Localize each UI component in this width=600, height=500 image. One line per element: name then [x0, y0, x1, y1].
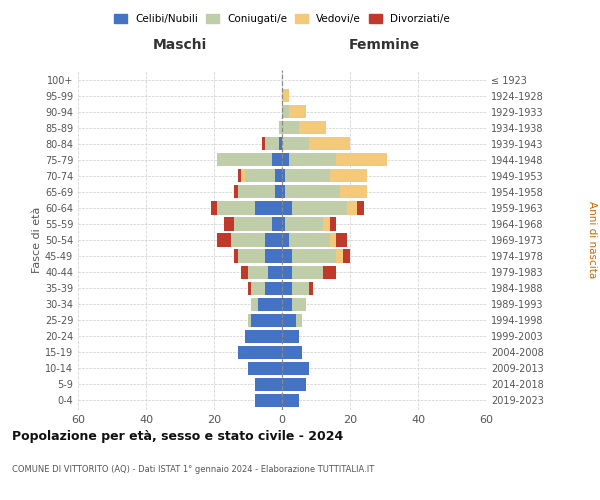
Y-axis label: Fasce di età: Fasce di età [32, 207, 42, 273]
Bar [296, 314, 302, 327]
Bar [248, 266, 268, 278]
Bar [238, 346, 282, 359]
Bar [282, 121, 299, 134]
Bar [251, 314, 282, 327]
Bar [258, 298, 282, 310]
Bar [289, 234, 329, 246]
Bar [292, 250, 337, 262]
Text: Popolazione per età, sesso e stato civile - 2024: Popolazione per età, sesso e stato civil… [12, 430, 343, 443]
Text: Maschi: Maschi [153, 38, 207, 52]
Bar [337, 250, 343, 262]
Bar [282, 378, 306, 391]
Bar [286, 186, 340, 198]
Bar [255, 394, 282, 407]
Bar [292, 298, 306, 310]
Bar [278, 121, 282, 134]
Bar [241, 170, 245, 182]
Bar [357, 202, 364, 214]
Bar [255, 202, 282, 214]
Bar [262, 137, 265, 150]
Bar [211, 202, 217, 214]
Bar [309, 137, 350, 150]
Bar [282, 153, 289, 166]
Bar [292, 202, 347, 214]
Legend: Celibi/Nubili, Coniugati/e, Vedovi/e, Divorziati/e: Celibi/Nubili, Coniugati/e, Vedovi/e, Di… [110, 10, 454, 29]
Bar [245, 170, 275, 182]
Bar [282, 105, 289, 118]
Bar [323, 266, 337, 278]
Bar [265, 137, 278, 150]
Bar [272, 218, 282, 230]
Bar [251, 298, 258, 310]
Bar [217, 234, 231, 246]
Bar [323, 218, 329, 230]
Bar [282, 362, 309, 375]
Bar [340, 186, 367, 198]
Bar [286, 170, 329, 182]
Bar [217, 202, 255, 214]
Bar [268, 266, 282, 278]
Bar [292, 282, 309, 294]
Bar [275, 186, 282, 198]
Bar [282, 202, 292, 214]
Text: Anni di nascita: Anni di nascita [587, 202, 597, 278]
Bar [255, 378, 282, 391]
Bar [337, 234, 347, 246]
Bar [235, 218, 272, 230]
Bar [224, 218, 235, 230]
Bar [251, 282, 265, 294]
Bar [282, 218, 286, 230]
Bar [282, 89, 289, 102]
Bar [265, 234, 282, 246]
Bar [235, 250, 238, 262]
Bar [282, 170, 286, 182]
Bar [282, 234, 289, 246]
Bar [289, 105, 306, 118]
Bar [238, 250, 265, 262]
Bar [241, 266, 248, 278]
Bar [286, 218, 323, 230]
Bar [309, 282, 313, 294]
Bar [329, 234, 337, 246]
Bar [282, 314, 296, 327]
Bar [265, 282, 282, 294]
Bar [282, 298, 292, 310]
Bar [248, 282, 251, 294]
Bar [231, 234, 265, 246]
Bar [275, 170, 282, 182]
Bar [347, 202, 357, 214]
Bar [238, 170, 241, 182]
Bar [343, 250, 350, 262]
Bar [248, 314, 251, 327]
Bar [235, 186, 238, 198]
Bar [282, 330, 299, 343]
Bar [278, 137, 282, 150]
Bar [282, 137, 309, 150]
Bar [299, 121, 326, 134]
Bar [245, 330, 282, 343]
Bar [265, 250, 282, 262]
Bar [282, 394, 299, 407]
Bar [292, 266, 323, 278]
Bar [217, 153, 272, 166]
Bar [282, 346, 302, 359]
Bar [289, 153, 337, 166]
Bar [238, 186, 275, 198]
Bar [329, 170, 367, 182]
Text: Femmine: Femmine [349, 38, 419, 52]
Bar [282, 250, 292, 262]
Bar [282, 186, 286, 198]
Bar [282, 282, 292, 294]
Bar [282, 266, 292, 278]
Text: COMUNE DI VITTORITO (AQ) - Dati ISTAT 1° gennaio 2024 - Elaborazione TUTTITALIA.: COMUNE DI VITTORITO (AQ) - Dati ISTAT 1°… [12, 465, 374, 474]
Bar [337, 153, 388, 166]
Bar [272, 153, 282, 166]
Bar [329, 218, 337, 230]
Bar [248, 362, 282, 375]
